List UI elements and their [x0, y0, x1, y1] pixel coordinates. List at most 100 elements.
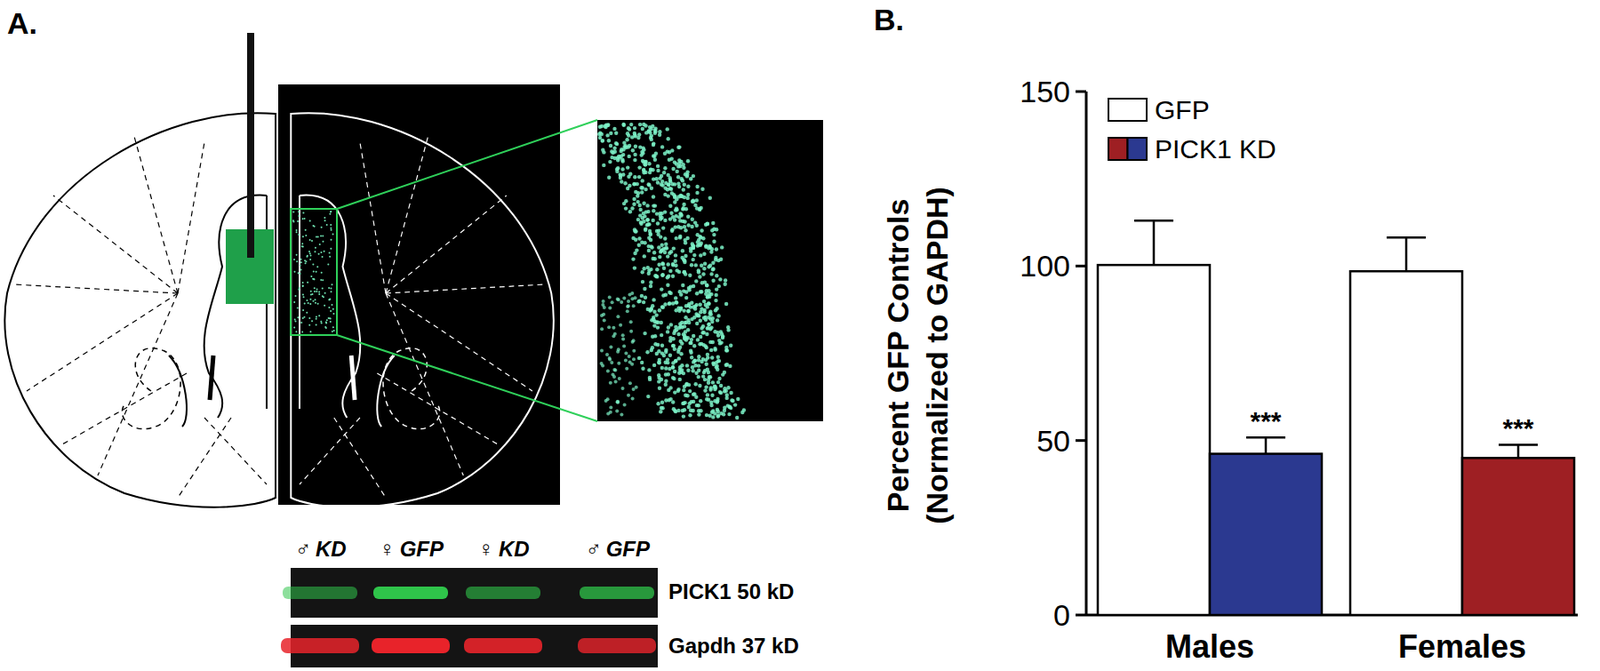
- cell: [687, 223, 691, 227]
- cell: [619, 412, 624, 416]
- cell: [618, 323, 623, 328]
- cell: [648, 238, 653, 242]
- cell: [300, 261, 303, 264]
- cell: [681, 166, 686, 170]
- error-bar: [1134, 220, 1174, 265]
- cell: [639, 220, 643, 224]
- cell: [653, 158, 657, 162]
- cell: [660, 144, 664, 149]
- cell: [674, 214, 679, 218]
- cell: [717, 376, 721, 381]
- cell: [646, 265, 650, 270]
- cell: [621, 336, 625, 341]
- cell: [728, 391, 733, 395]
- error-cap: [1386, 236, 1426, 240]
- cell: [698, 319, 703, 323]
- cell: [622, 296, 626, 301]
- cell: [309, 303, 312, 305]
- legend-label: GFP: [1154, 95, 1210, 125]
- cell: [660, 273, 664, 278]
- blot-band: [282, 586, 358, 600]
- cell: [312, 224, 315, 227]
- bar: [1462, 457, 1575, 616]
- cell: [728, 405, 732, 409]
- cell: [664, 379, 668, 384]
- cell: [332, 233, 335, 236]
- blot-band: [465, 586, 541, 600]
- cell: [693, 220, 697, 224]
- coronal-section: [290, 112, 554, 508]
- cell: [617, 376, 622, 381]
- cell: [638, 203, 642, 208]
- cell: [328, 306, 330, 309]
- cell: [700, 187, 704, 192]
- cell: [292, 211, 295, 214]
- cell: [673, 296, 678, 300]
- cell: [633, 190, 638, 194]
- region-line: [97, 293, 178, 476]
- cell: [694, 371, 698, 376]
- cell: [640, 367, 645, 371]
- cell: [640, 360, 644, 365]
- cell: [320, 320, 322, 323]
- cell: [705, 222, 710, 226]
- cell: [615, 142, 619, 146]
- cell: [714, 306, 719, 311]
- cell: [669, 211, 673, 216]
- cell: [632, 202, 636, 207]
- cell: [679, 339, 683, 344]
- cell: [709, 249, 713, 254]
- cell: [686, 184, 690, 189]
- cell: [701, 324, 705, 328]
- cell: [689, 224, 694, 229]
- cell: [626, 175, 631, 179]
- cell: [697, 342, 702, 346]
- cell: [676, 332, 680, 336]
- cell: [727, 412, 731, 416]
- cell: [703, 262, 707, 266]
- cell: [628, 292, 632, 296]
- cell: [647, 272, 651, 276]
- cell: [608, 410, 613, 415]
- cell: [637, 165, 641, 169]
- cell: [614, 131, 618, 136]
- legend-swatch: [1108, 137, 1128, 160]
- cell: [704, 332, 709, 336]
- cell: [660, 248, 664, 252]
- cell: [639, 208, 643, 212]
- cell: [305, 312, 308, 314]
- cell: [294, 295, 296, 297]
- cell: [302, 235, 304, 238]
- y-tick: [1075, 264, 1087, 268]
- cell: [315, 316, 318, 319]
- cell: [621, 333, 625, 337]
- cell: [320, 279, 322, 281]
- cell: [724, 363, 728, 368]
- cannula: [247, 32, 255, 258]
- cell: [647, 128, 651, 133]
- cell: [643, 296, 648, 300]
- cell: [696, 337, 700, 342]
- cell: [682, 336, 687, 341]
- cell: [616, 361, 621, 366]
- cell: [706, 370, 711, 375]
- cell: [710, 320, 714, 324]
- cell: [698, 335, 703, 339]
- cell: [664, 383, 668, 387]
- cell: [708, 196, 712, 200]
- cell: [626, 304, 631, 308]
- cell: [325, 321, 328, 324]
- cell: [668, 269, 672, 273]
- cell: [633, 144, 638, 149]
- cell: [672, 369, 677, 374]
- cell: [632, 349, 636, 353]
- lane-label: ♂ GFP: [584, 536, 651, 561]
- cell: [608, 160, 612, 164]
- cell: [296, 254, 298, 256]
- cell: [656, 164, 660, 168]
- cell: [667, 290, 672, 295]
- cell: [688, 408, 693, 413]
- region-line: [133, 133, 178, 294]
- lane-label: ♀ KD: [476, 536, 529, 561]
- cell: [321, 279, 324, 281]
